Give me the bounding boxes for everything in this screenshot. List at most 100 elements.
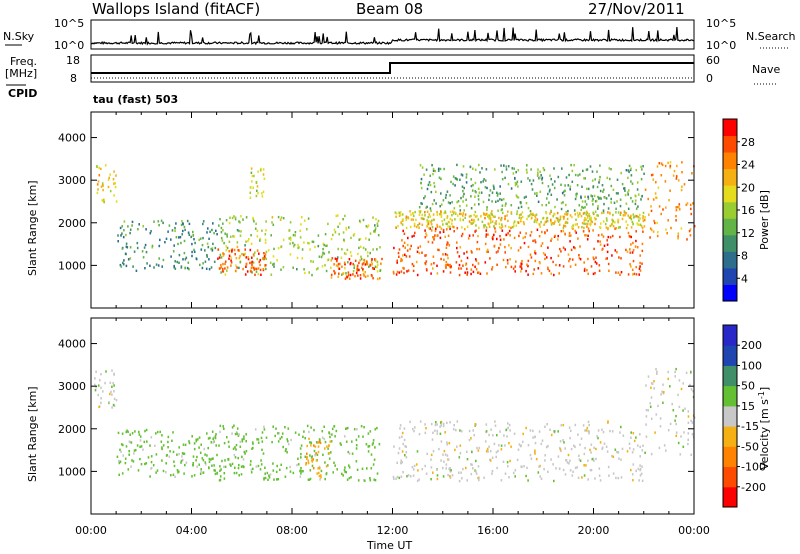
- heatmap-cell: [428, 181, 431, 184]
- noise-right-label: N.Search: [746, 30, 796, 43]
- heatmap-cell: [300, 223, 302, 226]
- heatmap-cell: [211, 457, 214, 460]
- heatmap-cell: [252, 216, 254, 220]
- heatmap-cell: [346, 276, 348, 279]
- heatmap-cell: [284, 426, 286, 429]
- heatmap-cell: [660, 162, 663, 165]
- heatmap-cell: [548, 269, 551, 273]
- heatmap-cell: [257, 464, 260, 468]
- power-ylabel: Slant Range [km]: [26, 180, 39, 276]
- heatmap-cell: [475, 472, 478, 475]
- heatmap-cell: [172, 250, 175, 253]
- heatmap-cell: [153, 220, 155, 223]
- heatmap-cell: [639, 269, 642, 272]
- heatmap-cell: [530, 256, 533, 259]
- heatmap-cell: [312, 458, 314, 461]
- heatmap-cell: [550, 209, 552, 213]
- heatmap-cell: [569, 185, 572, 188]
- heatmap-cell: [472, 467, 474, 470]
- heatmap-cell: [177, 471, 179, 474]
- heatmap-cell: [460, 430, 463, 433]
- heatmap-cell: [607, 211, 609, 214]
- heatmap-cell: [585, 464, 587, 467]
- heatmap-cell: [630, 218, 633, 221]
- heatmap-cell: [173, 464, 176, 468]
- heatmap-cell: [374, 230, 376, 234]
- heatmap-cell: [369, 251, 371, 255]
- heatmap-cell: [573, 209, 576, 212]
- heatmap-cell: [478, 478, 480, 482]
- heatmap-cell: [411, 262, 414, 266]
- heatmap-cell: [522, 432, 524, 436]
- heatmap-cell: [611, 222, 613, 226]
- heatmap-cell: [618, 457, 620, 460]
- heatmap-cell: [611, 454, 613, 458]
- heatmap-cell: [571, 180, 574, 183]
- heatmap-cell: [218, 479, 221, 482]
- heatmap-cell: [233, 248, 236, 252]
- heatmap-cell: [297, 243, 299, 247]
- heatmap-cell: [519, 201, 522, 204]
- heatmap-cell: [426, 452, 428, 456]
- heatmap-cell: [540, 477, 543, 480]
- heatmap-cell: [477, 198, 480, 201]
- heatmap-cell: [597, 195, 599, 199]
- heatmap-cell: [113, 384, 115, 387]
- heatmap-cell: [144, 429, 146, 433]
- heatmap-cell: [437, 248, 439, 251]
- heatmap-cell: [430, 263, 433, 266]
- heatmap-cell: [582, 230, 585, 233]
- heatmap-cell: [539, 262, 541, 265]
- heatmap-cell: [647, 375, 650, 378]
- heatmap-cell: [685, 371, 688, 374]
- heatmap-cell: [471, 450, 473, 453]
- heatmap-cell: [459, 219, 462, 222]
- heatmap-cell: [485, 226, 488, 229]
- heatmap-cell: [560, 201, 563, 205]
- heatmap-cell: [251, 447, 253, 450]
- heatmap-cell: [539, 170, 541, 173]
- heatmap-cell: [192, 462, 194, 465]
- heatmap-cell: [275, 427, 277, 430]
- heatmap-cell: [508, 244, 510, 247]
- heatmap-cell: [330, 259, 333, 262]
- heatmap-cell: [632, 216, 635, 219]
- heatmap-cell: [501, 178, 504, 181]
- heatmap-cell: [513, 220, 516, 223]
- heatmap-cell: [406, 270, 408, 273]
- heatmap-cell: [585, 168, 588, 171]
- heatmap-cell: [321, 253, 324, 257]
- heatmap-cell: [96, 183, 99, 186]
- heatmap-cell: [445, 266, 447, 269]
- heatmap-cell: [196, 465, 198, 468]
- heatmap-cell: [118, 459, 120, 463]
- heatmap-cell: [418, 213, 421, 216]
- heatmap-cell: [471, 189, 474, 192]
- heatmap-cell: [602, 209, 605, 212]
- heatmap-cell: [289, 470, 292, 473]
- heatmap-cell: [188, 267, 190, 271]
- colorbar-segment: [723, 251, 737, 269]
- heatmap-cell: [228, 250, 230, 253]
- heatmap-cell: [529, 429, 532, 432]
- heatmap-cell: [427, 240, 430, 244]
- cpid-text: tau (fast) 503: [93, 93, 178, 106]
- heatmap-cell: [240, 230, 242, 233]
- heatmap-cell: [499, 238, 502, 241]
- heatmap-cell: [129, 433, 131, 436]
- heatmap-cell: [592, 211, 594, 214]
- heatmap-cell: [682, 382, 684, 385]
- heatmap-cell: [566, 217, 569, 221]
- heatmap-cell: [317, 445, 320, 448]
- heatmap-cell: [491, 456, 494, 459]
- heatmap-cell: [416, 450, 419, 453]
- heatmap-cell: [435, 190, 437, 194]
- heatmap-cell: [309, 477, 312, 481]
- heatmap-cell: [130, 465, 132, 468]
- heatmap-cell: [449, 194, 451, 197]
- heatmap-cell: [577, 215, 580, 218]
- heatmap-cell: [493, 442, 496, 446]
- heatmap-cell: [234, 253, 236, 256]
- heatmap-cell: [442, 228, 445, 232]
- heatmap-cell: [318, 440, 320, 444]
